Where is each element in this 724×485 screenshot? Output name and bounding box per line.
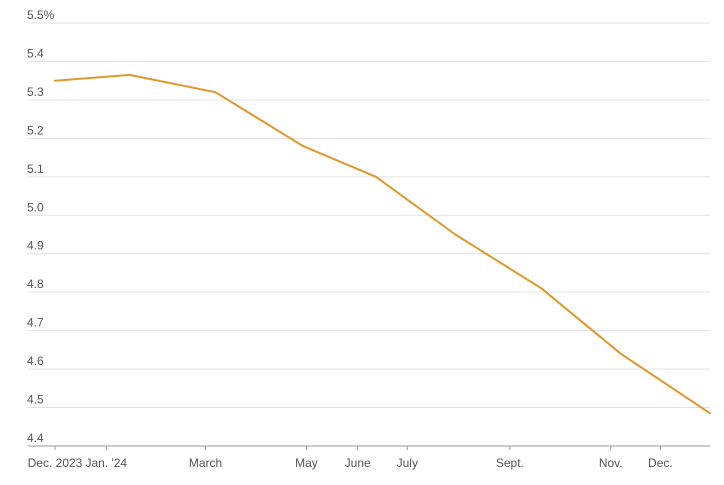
- gridlines: [28, 22, 710, 409]
- y-tick-label: 4.7: [27, 316, 44, 330]
- series-layer: [54, 73, 711, 415]
- y-tick-label: 5.2: [27, 123, 44, 137]
- y-tick-label: 4.6: [27, 354, 44, 368]
- x-tick-label: May: [295, 456, 318, 470]
- x-tick-label: June: [345, 456, 371, 470]
- x-tick-label: Nov.: [599, 456, 623, 470]
- y-tick-label: 5.3: [27, 85, 44, 99]
- y-tick-label: 5.1: [27, 162, 44, 176]
- y-tick-label: 4.9: [27, 239, 44, 253]
- y-tick-label: 5.0: [27, 200, 44, 214]
- y-tick-label: 5.5%: [27, 8, 55, 22]
- x-axis: Dec. 2023 Jan. '24 March May June July Sept. No…: [28, 446, 673, 470]
- y-tick-label: 4.8: [27, 277, 44, 291]
- y-axis: 5.5% 5.4 5.3 5.2 5.1 5.0 4.9 4.8 4.7 4.6 4.5 4.4: [27, 8, 55, 445]
- y-tick-label: 4.5: [27, 393, 44, 407]
- x-tick-label: March: [189, 456, 222, 470]
- y-tick-label: 4.4: [27, 431, 44, 445]
- x-tick-label: Dec. 2023: [28, 456, 83, 470]
- x-tick-label: Jan. '24: [85, 456, 127, 470]
- x-tick-label: Sept.: [496, 456, 524, 470]
- x-tick-label: July: [397, 456, 418, 470]
- y-tick-label: 5.4: [27, 46, 44, 60]
- x-tick-label: Dec.: [648, 456, 673, 470]
- series-line: [54, 73, 711, 415]
